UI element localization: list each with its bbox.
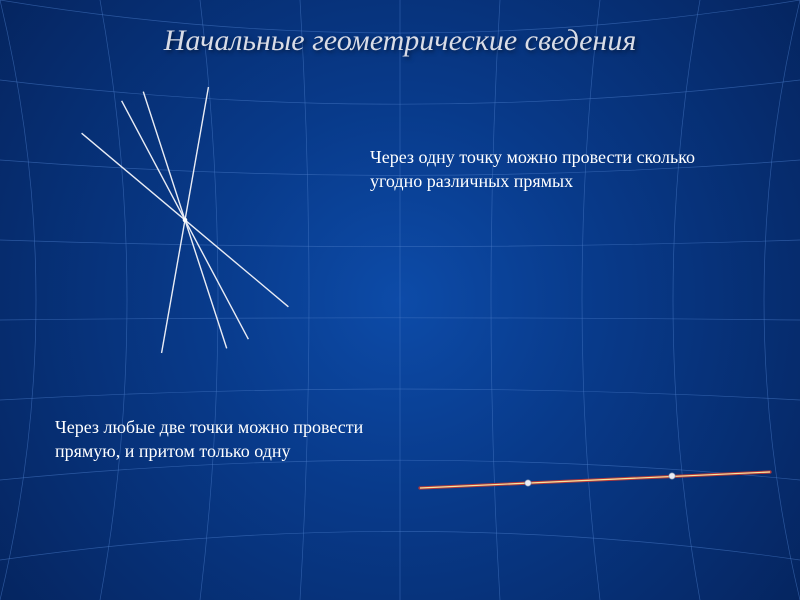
two-point-line-diagram — [0, 0, 800, 600]
